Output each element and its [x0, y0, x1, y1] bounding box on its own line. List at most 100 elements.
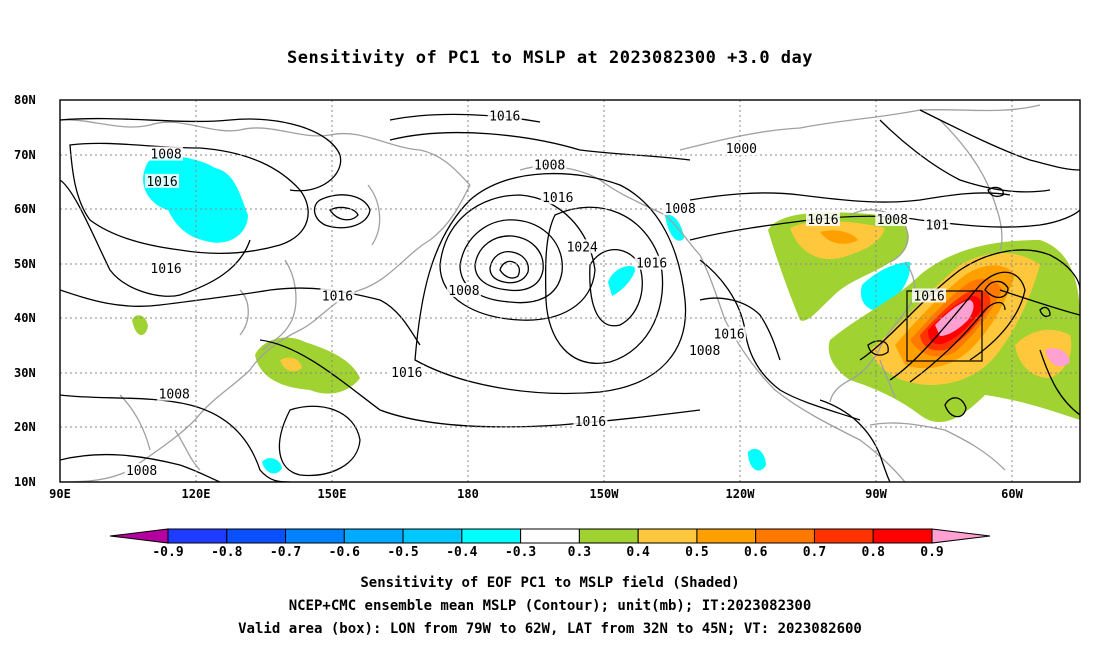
- contour-pac-low-3: [474, 235, 544, 292]
- contour-pac-high-1024: [589, 249, 643, 327]
- contour-1008-bottom: [60, 453, 221, 482]
- contour-south-low: [278, 405, 361, 477]
- contour-east-small: [987, 186, 1004, 197]
- contour-label: 1008: [126, 464, 157, 479]
- contour-pac-high-1016: [544, 206, 664, 364]
- contour-asia-low: [313, 194, 371, 229]
- contour-label: 1008: [877, 213, 908, 228]
- contour-east-top: [919, 109, 1080, 171]
- positive-patch-canada-core2: [820, 230, 858, 244]
- colorbar-label: -0.3: [505, 545, 536, 560]
- contour-1016-pac-west: [60, 287, 421, 346]
- negative-patch-atlantic: [860, 262, 911, 311]
- contour-label-bg: [540, 190, 575, 205]
- contour-1008-aleutian: [389, 131, 691, 161]
- contour-label-bg: [634, 255, 669, 270]
- contour-label: 1016: [636, 257, 667, 272]
- positive-patch-atlantic-pink2: [1045, 348, 1070, 367]
- contour-label-bg: [565, 239, 600, 254]
- contour-pac-low-2: [459, 219, 563, 304]
- contour-label: 1016: [391, 366, 422, 381]
- colorbar-label: 0.6: [744, 545, 768, 560]
- contour-label-bg: [724, 141, 759, 156]
- contour-1016-asia: [60, 179, 251, 297]
- negative-patch-small2: [748, 448, 766, 471]
- lat-label-30n: 30N: [14, 366, 36, 380]
- colorbar-box: [813, 528, 874, 544]
- contour-na-1008: [689, 192, 1011, 203]
- colorbar: -0.9 -0.8 -0.7 -0.6 -0.5 -0.4 -0.3 0.3 0.4 0.5 0.6…: [109, 528, 991, 560]
- colorbar-box: [226, 528, 287, 544]
- contour-label: 1008: [534, 158, 565, 173]
- colorbar-box: [285, 528, 345, 544]
- contour-label: 1016: [913, 289, 944, 304]
- contour-pac-low-4: [489, 250, 529, 284]
- negative-patch-small: [262, 458, 282, 474]
- colorbar-box: [461, 528, 522, 544]
- map-title: Sensitivity of PC1 to MSLP at 2023082300…: [286, 48, 813, 68]
- contour-label-bg: [149, 146, 184, 161]
- colorbar-label: -0.7: [270, 545, 301, 560]
- colorbar-label: 0.9: [920, 545, 943, 560]
- coast-korea: [239, 289, 249, 336]
- contour-label-bg: [924, 217, 951, 232]
- lon-label-150w: 150W: [589, 487, 619, 501]
- lat-label-20n: 20N: [14, 420, 36, 434]
- contour-label: 1016: [542, 191, 573, 206]
- coast-greenland: [939, 119, 1003, 251]
- negative-patch-pacific: [608, 265, 636, 296]
- contour-asia-low-inner: [329, 206, 359, 221]
- colorbar-box: [755, 528, 815, 544]
- contour-label-bg: [712, 326, 747, 341]
- contour-label: 1000: [726, 142, 757, 157]
- negative-patch-canada: [665, 214, 684, 241]
- contour-label: 1016: [146, 175, 177, 190]
- coast-asia-east: [60, 184, 471, 482]
- contour-label: 1024: [567, 240, 598, 255]
- contour-pac-high-outer: [414, 172, 687, 395]
- contour-label: 1016: [150, 262, 181, 277]
- colorbar-box: [637, 528, 698, 544]
- colorbar-label: -0.5: [387, 545, 418, 560]
- contour-label: 1008: [448, 284, 479, 299]
- contour-label-bg: [389, 364, 424, 379]
- colorbar-label: 0.8: [861, 545, 885, 560]
- contour-bottom-right: [819, 399, 891, 482]
- coast-kamchatka: [367, 184, 381, 246]
- contour-label: 1016: [575, 415, 606, 430]
- lon-label-150e: 150E: [317, 487, 347, 501]
- contour-1008-south: [60, 394, 291, 482]
- contour-label-bg: [532, 157, 567, 172]
- colorbar-box: [520, 528, 580, 544]
- contour-label: 1008: [150, 148, 181, 163]
- contour-label-bg: [149, 261, 184, 276]
- contour-label-bg: [145, 173, 179, 188]
- contour-na-1016: [689, 209, 1080, 241]
- contour-label-bg: [573, 413, 608, 428]
- contour-atlantic-1: [859, 249, 1080, 361]
- colorbar-box: [872, 528, 933, 544]
- coast-florida: [879, 359, 896, 399]
- contour-label: 1008: [689, 344, 720, 359]
- colorbar-label: 0.3: [568, 545, 591, 560]
- contour-label: 1008: [665, 202, 696, 217]
- contour-1016-top: [389, 113, 541, 123]
- lat-label-70n: 70N: [14, 148, 36, 162]
- contour-label-bg: [320, 288, 355, 303]
- contour-east-top-2: [879, 119, 1051, 193]
- coast-na-west: [699, 254, 906, 482]
- lon-label-180: 180: [457, 487, 479, 501]
- colorbar-left-triangle: [109, 528, 169, 544]
- contour-label-bg: [805, 212, 840, 227]
- lat-label-10n: 10N: [14, 475, 36, 489]
- contour-1008-asia: [69, 142, 309, 254]
- colorbar-box: [343, 528, 404, 544]
- contour-na-1008-b: [699, 259, 861, 421]
- caption-valid-area: Valid area (box): LON from 79W to 62W, L…: [238, 621, 862, 637]
- caption-shading: Sensitivity of EOF PC1 to MSLP field (Sh…: [360, 575, 740, 591]
- lat-label-40n: 40N: [14, 311, 36, 325]
- contour-atlantic-2: [889, 271, 1026, 381]
- sensitivity-shading: [132, 155, 1080, 474]
- caption-contour: NCEP+CMC ensemble mean MSLP (Contour); u…: [288, 598, 812, 614]
